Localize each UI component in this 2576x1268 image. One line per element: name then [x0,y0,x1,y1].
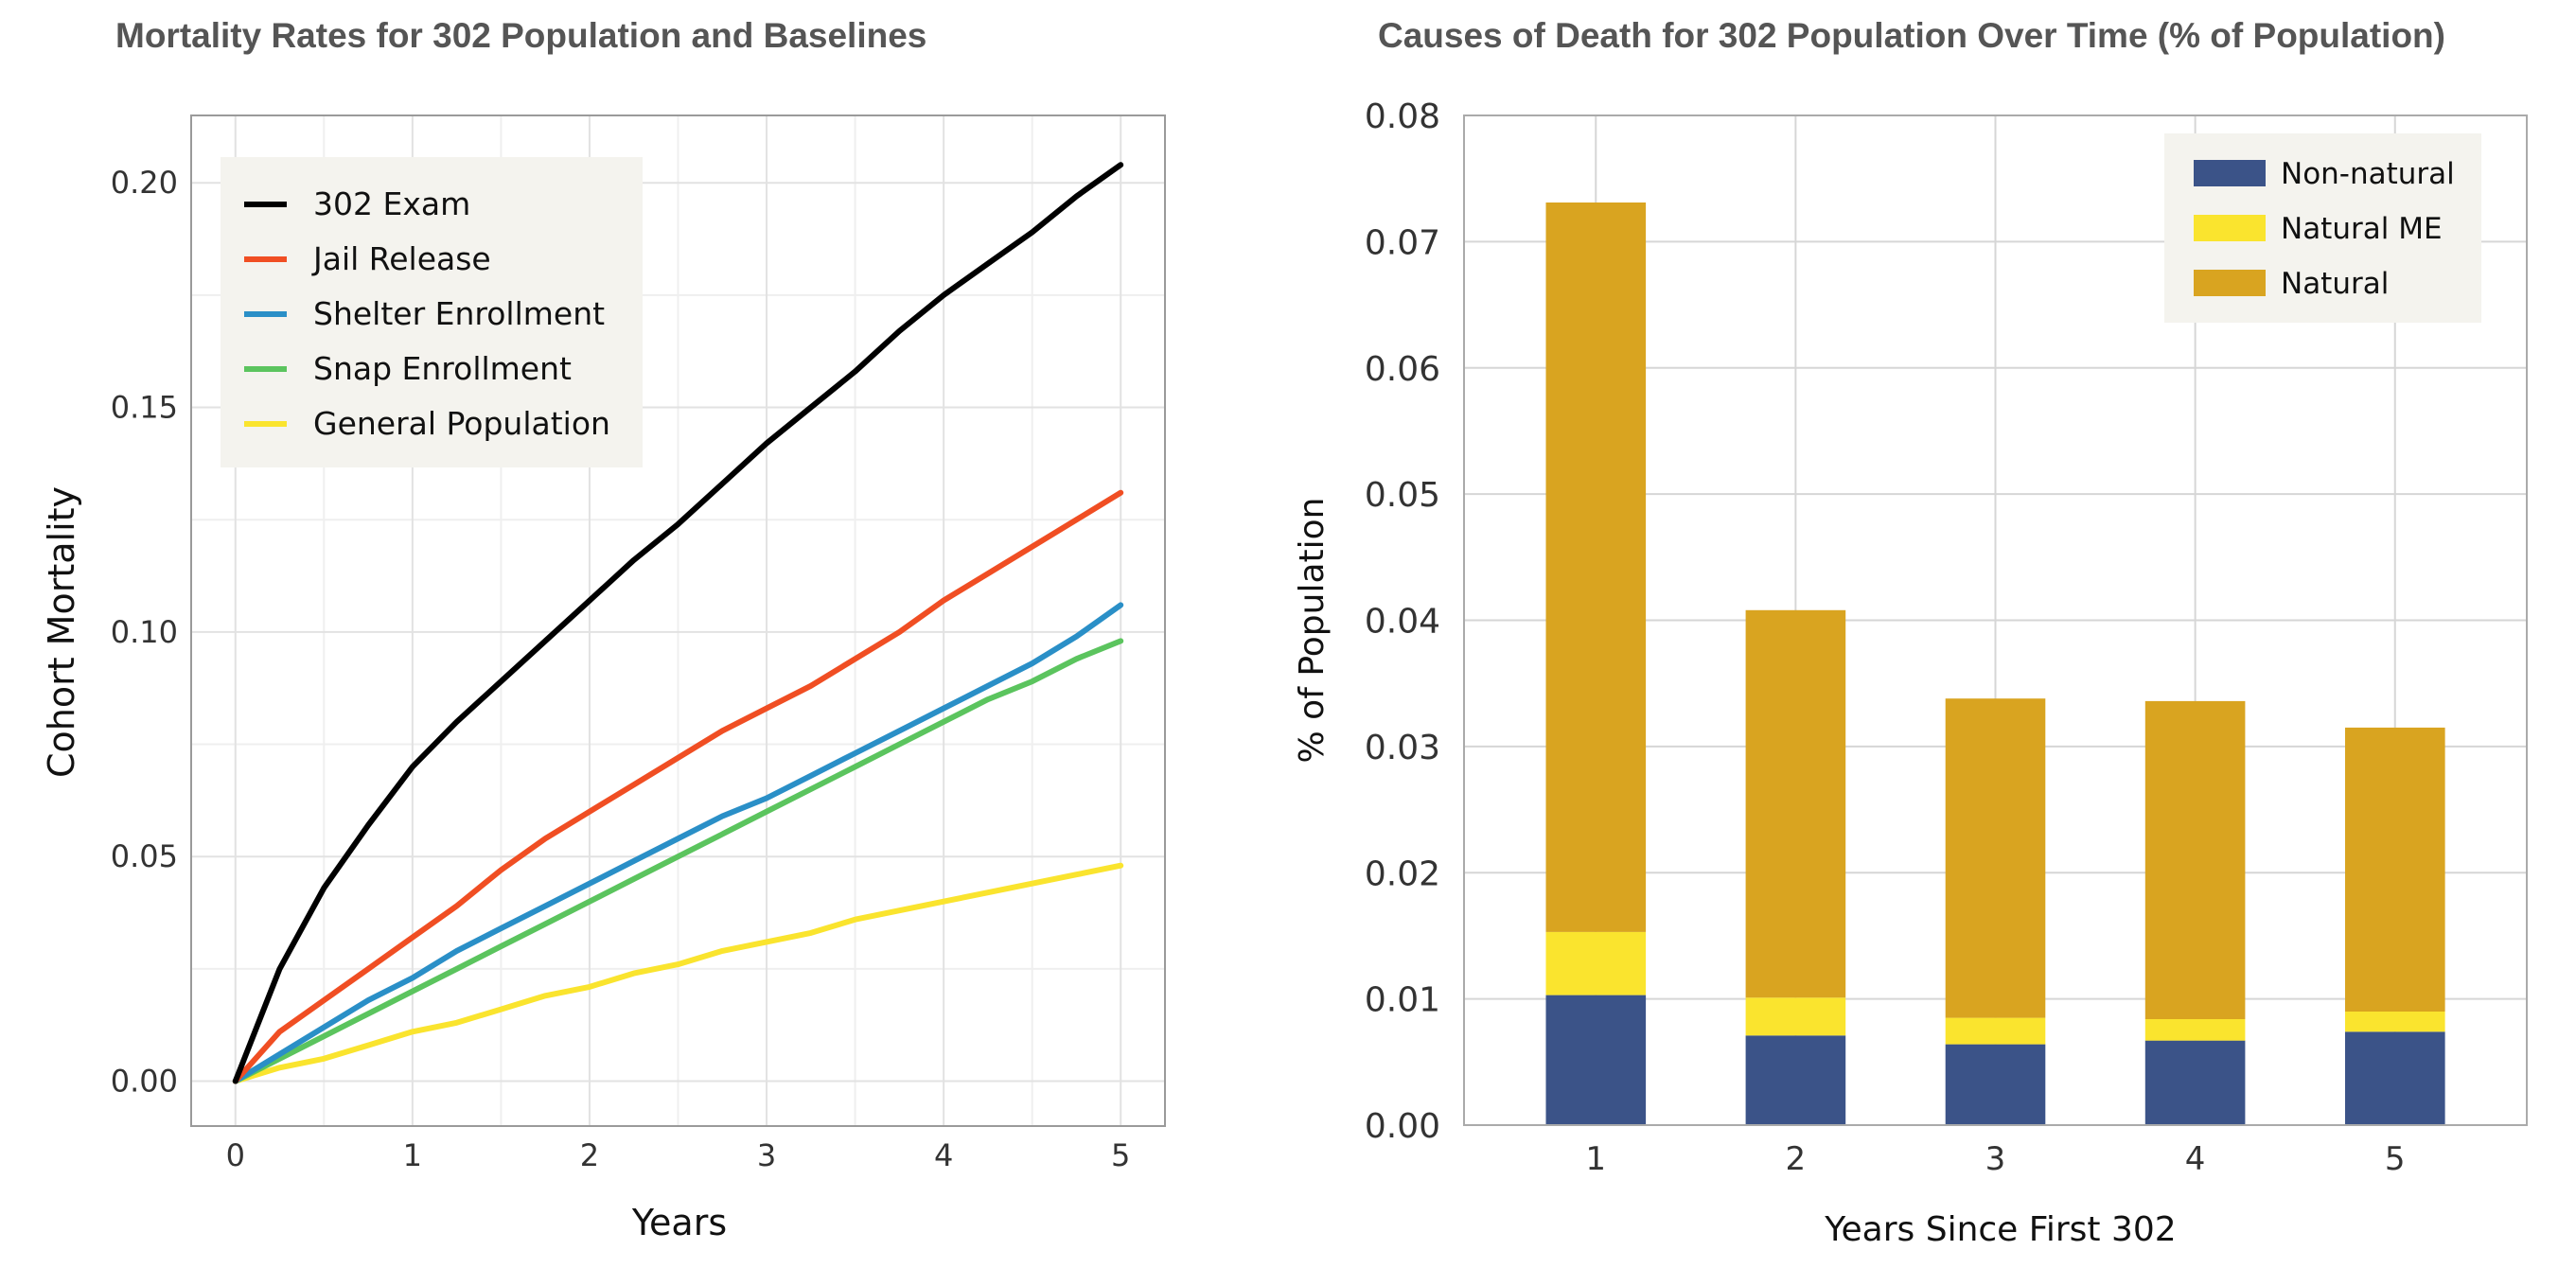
chart1-y-tick-label: 0.15 [111,390,178,426]
bar-segment-natural-me-year-3 [1945,1017,2046,1045]
chart2-plot-frame [1463,114,2528,1126]
chart2-y-ticks: 0.00 0.01 0.02 0.03 0.04 0.05 0.06 0.07 0.08 [1365,97,1440,1146]
chart2-y-tick-label: 0.01 [1365,981,1440,1020]
chart2-y-tick-label: 0.07 [1365,223,1440,262]
mortality-line-chart: Mortality Rates for 302 Population and B… [41,16,1166,1243]
causes-bar-chart: Causes of Death for 302 Population Over … [1293,16,2528,1249]
legend-label: Natural [2281,267,2389,301]
chart1-x-axis-label: Years [631,1202,727,1243]
chart1-x-tick-label: 2 [580,1137,599,1173]
chart2-y-tick-label: 0.04 [1365,603,1440,642]
chart1-x-tick-label: 5 [1111,1137,1130,1173]
chart1-x-tick-label: 4 [934,1137,953,1173]
bar-segment-non-natural-year-4 [2144,1040,2246,1125]
legend-swatch-natural [2194,270,2266,296]
bar-segment-non-natural-year-5 [2345,1031,2445,1125]
legend-swatch-non-natural [2194,160,2266,186]
bar-segment-non-natural-year-3 [1945,1044,2046,1125]
legend-label: Non-natural [2281,157,2455,191]
bar-segment-natural-year-3 [1945,698,2046,1018]
chart2-x-tick-label: 4 [2185,1140,2206,1178]
chart1-plot-frame [190,114,1166,1127]
chart2-x-tick-label: 5 [2385,1140,2406,1178]
series-line-jail-release [232,489,1124,1084]
chart2-bars [1545,203,2445,1125]
chart2-x-ticks: 1 2 3 4 5 [1585,1140,2405,1178]
chart1-x-ticks: 0 1 2 3 4 5 [226,1137,1131,1173]
bar-segment-natural-me-year-4 [2144,1019,2246,1041]
bar-segment-natural-year-2 [1745,609,1846,998]
bar-segment-non-natural-year-1 [1545,995,1647,1125]
legend-label: Natural ME [2281,212,2443,246]
bar-segment-natural-year-5 [2345,727,2445,1012]
bar-segment-natural-year-1 [1545,203,1647,932]
chart2-y-tick-label: 0.00 [1365,1107,1440,1146]
legend-swatch-natural-me [2194,215,2266,241]
legend-label: Shelter Enrollment [313,295,605,332]
chart2-y-tick-label: 0.05 [1365,476,1440,515]
chart1-legend-box [221,157,643,467]
chart2-y-tick-label: 0.03 [1365,729,1440,767]
chart1-y-ticks: 0.00 0.05 0.10 0.15 0.20 [111,165,178,1099]
chart1-y-tick-label: 0.10 [111,614,178,650]
chart2-x-axis-label: Years Since First 302 [1824,1210,2176,1249]
bar-segment-non-natural-year-2 [1745,1035,1846,1125]
chart1-x-tick-label: 0 [226,1137,245,1173]
chart1-y-axis-label: Cohort Mortality [41,486,82,778]
bar-segment-natural-me-year-5 [2345,1012,2445,1032]
chart2-title: Causes of Death for 302 Population Over … [1378,16,2445,55]
legend-label: 302 Exam [313,185,470,222]
chart1-x-tick-label: 1 [403,1137,422,1173]
chart2-y-tick-label: 0.08 [1365,97,1440,136]
chart1-x-tick-label: 3 [757,1137,776,1173]
chart1-title: Mortality Rates for 302 Population and B… [115,16,926,55]
series-line-shelter-enrollment [232,602,1124,1084]
chart2-x-tick-label: 1 [1585,1140,1606,1178]
chart2-y-tick-label: 0.02 [1365,854,1440,893]
chart1-y-tick-label: 0.00 [111,1064,178,1100]
chart1-series-lines [232,162,1124,1084]
legend-label: Jail Release [311,240,491,277]
series-line-snap-enrollment [232,638,1124,1084]
chart2-x-tick-label: 3 [1985,1140,2006,1178]
bar-segment-natural-year-4 [2144,700,2246,1019]
chart1-legend: 302 Exam Jail Release Shelter Enrollment Sn… [221,157,643,467]
chart1-y-tick-label: 0.20 [111,165,178,201]
chart2-x-tick-label: 2 [1786,1140,1807,1178]
series-line-general-population [232,862,1124,1084]
chart2-legend: Non-natural Natural ME Natural [2164,133,2481,323]
legend-label: Snap Enrollment [313,350,572,387]
bar-segment-natural-me-year-2 [1745,997,1846,1036]
bar-segment-natural-me-year-1 [1545,931,1647,995]
legend-label: General Population [313,405,610,442]
series-line-302-exam [232,162,1124,1084]
chart1-y-tick-label: 0.05 [111,838,178,874]
chart2-y-axis-label: % of Population [1293,498,1332,764]
chart2-y-tick-label: 0.06 [1365,350,1440,389]
